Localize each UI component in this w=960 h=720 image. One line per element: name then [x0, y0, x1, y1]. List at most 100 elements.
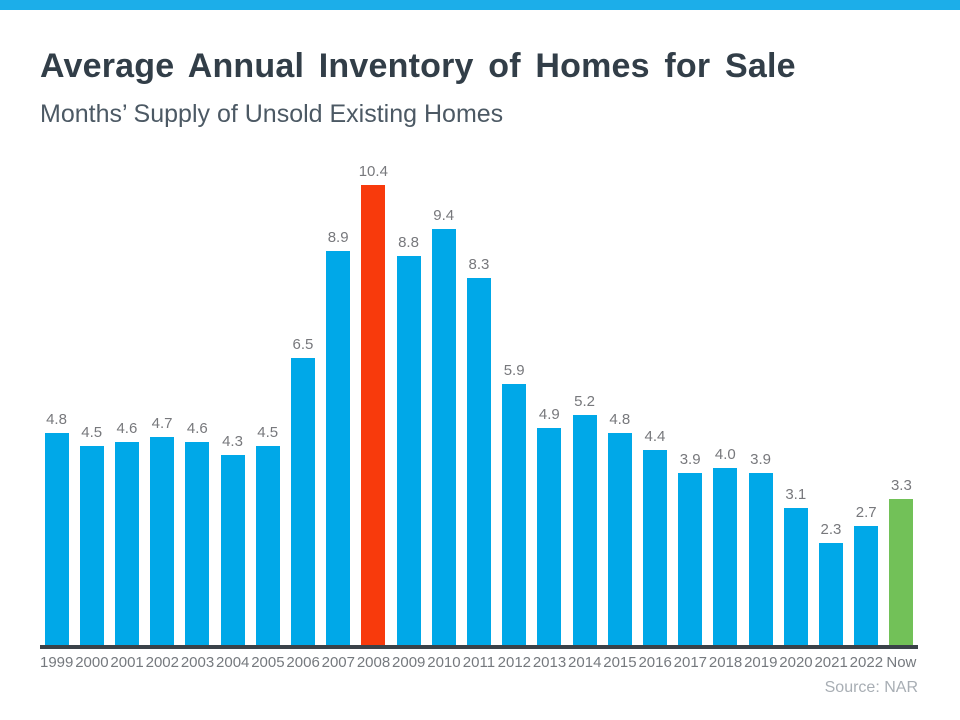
value-label-2011: 8.3 — [468, 256, 490, 273]
x-axis-label-2020: 2020 — [779, 654, 813, 671]
x-axis-label-2003: 2003 — [180, 654, 215, 671]
value-label-2008: 10.4 — [358, 163, 388, 180]
value-label-2016: 4.4 — [644, 428, 666, 445]
bar-column-Now: 3.3 — [885, 477, 918, 645]
bar-2014 — [572, 415, 597, 645]
bar-2007 — [326, 251, 351, 645]
bar-2006 — [290, 358, 315, 645]
bar-column-2004: 4.3 — [216, 433, 249, 645]
bar-column-2007: 8.9 — [322, 229, 355, 645]
x-axis-label-2017: 2017 — [673, 654, 708, 671]
bar-2002 — [150, 437, 175, 645]
bar-column-2000: 4.5 — [75, 424, 108, 645]
value-label-2012: 5.9 — [503, 362, 525, 379]
x-axis-label-2004: 2004 — [216, 654, 250, 671]
x-axis-label-2015: 2015 — [603, 654, 637, 671]
value-label-2003: 4.6 — [186, 420, 208, 437]
top-accent-bar — [0, 0, 960, 10]
bar-column-2001: 4.6 — [110, 420, 143, 645]
bar-2011 — [466, 278, 491, 645]
bar-column-2002: 4.7 — [146, 415, 179, 645]
bar-column-2020: 3.1 — [779, 486, 812, 645]
value-label-2010: 9.4 — [433, 207, 455, 224]
bar-column-2017: 3.9 — [674, 451, 707, 645]
bar-column-1999: 4.8 — [40, 411, 73, 645]
source-note: Source: NAR — [824, 679, 918, 696]
bar-column-2014: 5.2 — [568, 393, 601, 645]
bar-2010 — [431, 229, 456, 645]
bar-chart: 4.8 4.5 4.6 4.7 4.6 4.3 4.5 6.5 8.9 10.4 8.8 9.4 8.3… — [40, 161, 918, 697]
x-axis-label-2013: 2013 — [532, 654, 567, 671]
bar-column-2019: 3.9 — [744, 451, 777, 645]
x-axis-label-2011: 2011 — [462, 654, 496, 671]
value-label-2002: 4.7 — [151, 415, 173, 432]
bar-2003 — [185, 442, 210, 645]
x-axis-label-2000: 2000 — [75, 654, 109, 671]
x-axis-label-2019: 2019 — [744, 654, 778, 671]
bar-2000 — [79, 446, 104, 645]
bar-column-2018: 4.0 — [709, 446, 742, 645]
bar-2017 — [678, 473, 703, 645]
bar-2019 — [748, 473, 773, 645]
bar-column-2015: 4.8 — [603, 411, 636, 645]
page-subtitle: Months’ Supply of Unsold Existing Homes — [40, 100, 504, 128]
bar-2020 — [783, 508, 808, 645]
bar-column-2022: 2.7 — [850, 504, 883, 645]
value-label-2013: 4.9 — [538, 406, 560, 423]
x-axis-label-2022: 2022 — [849, 654, 884, 671]
bar-column-2012: 5.9 — [498, 362, 531, 645]
bar-2022 — [854, 526, 879, 645]
bar-2009 — [396, 256, 421, 645]
x-axis-label-2007: 2007 — [321, 654, 355, 671]
bar-2001 — [114, 442, 139, 645]
value-label-2019: 3.9 — [750, 451, 771, 468]
bar-column-2005: 4.5 — [251, 424, 284, 645]
value-label-2018: 4.0 — [714, 446, 736, 463]
bar-2021 — [818, 543, 843, 645]
bar-2004 — [220, 455, 245, 645]
bar-column-2006: 6.5 — [286, 336, 319, 645]
bar-2012 — [502, 384, 527, 645]
x-axis-label-2006: 2006 — [286, 654, 320, 671]
x-axis-label-2016: 2016 — [638, 654, 672, 671]
bar-column-2009: 8.8 — [392, 234, 425, 645]
bar-1999 — [44, 433, 69, 645]
x-axis-label-2005: 2005 — [251, 654, 285, 671]
value-label-2005: 4.5 — [257, 424, 279, 441]
value-label-2006: 6.5 — [292, 336, 314, 353]
value-label-2021: 2.3 — [820, 521, 842, 538]
x-axis-label-2018: 2018 — [708, 654, 743, 671]
x-axis-label-2001: 2001 — [110, 654, 144, 671]
value-label-Now: 3.3 — [890, 477, 912, 494]
bar-2013 — [537, 428, 562, 645]
chart-header: Average Annual Inventory of Homes for Sa… — [40, 46, 920, 129]
bar-column-2011: 8.3 — [462, 256, 495, 645]
value-label-2020: 3.1 — [785, 486, 807, 503]
x-axis-label-2021: 2021 — [814, 654, 848, 671]
x-axis-line — [40, 645, 918, 649]
value-label-2022: 2.7 — [855, 504, 877, 521]
value-label-1999: 4.8 — [46, 411, 67, 428]
value-label-2001: 4.6 — [116, 420, 138, 437]
bar-2015 — [607, 433, 632, 645]
bar-column-2010: 9.4 — [427, 207, 460, 645]
x-axis-labels: 1999 2000 2001 2002 2003 2004 2005 2006 2007 2008… — [40, 649, 918, 672]
x-axis-label-2014: 2014 — [568, 654, 602, 671]
bar-2018 — [713, 468, 738, 645]
value-label-2015: 4.8 — [609, 411, 631, 428]
x-axis-label-2012: 2012 — [497, 654, 532, 671]
value-label-2004: 4.3 — [222, 433, 243, 450]
x-axis-label-Now: Now — [886, 654, 917, 671]
bar-column-2003: 4.6 — [181, 420, 214, 645]
x-axis-label-1999: 1999 — [40, 654, 74, 671]
value-label-2007: 8.9 — [327, 229, 349, 246]
x-axis-label-2002: 2002 — [145, 654, 179, 671]
x-axis-label-2009: 2009 — [392, 654, 426, 671]
bar-2016 — [642, 450, 667, 645]
bar-column-2016: 4.4 — [638, 428, 671, 645]
bar-Now — [889, 499, 914, 645]
bar-column-2008: 10.4 — [357, 163, 390, 645]
value-label-2009: 8.8 — [398, 234, 419, 251]
x-axis-label-2010: 2010 — [427, 654, 461, 671]
value-label-2017: 3.9 — [679, 451, 701, 468]
